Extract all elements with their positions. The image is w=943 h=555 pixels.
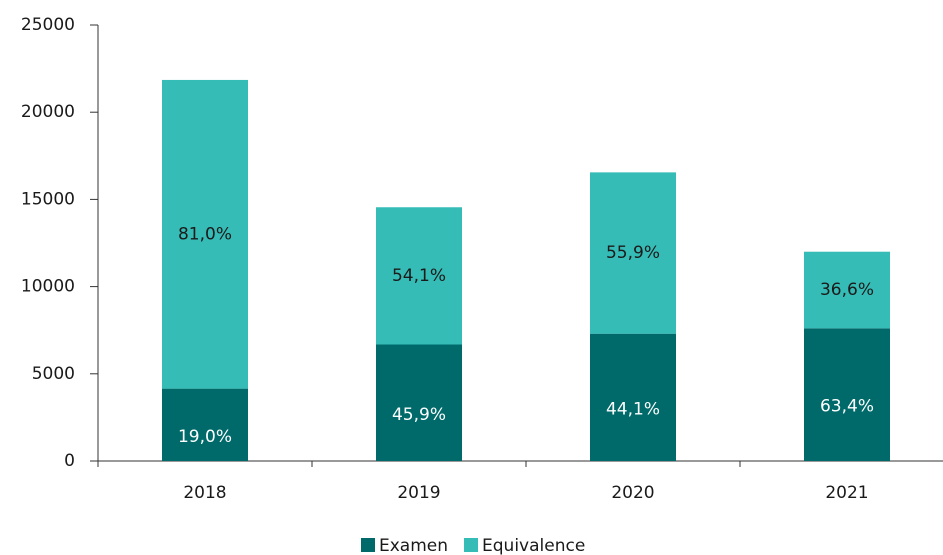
y-tick-label: 0	[64, 451, 75, 471]
bar-segment	[590, 333, 676, 461]
legend-swatch	[464, 538, 479, 552]
share-label: 63,4%	[820, 397, 874, 417]
y-tick-label: 25000	[21, 15, 75, 35]
y-tick-label: 15000	[21, 189, 75, 209]
legend-label: Equivalence	[482, 536, 585, 555]
x-tick-label: 2020	[611, 483, 654, 503]
bar-segment	[162, 388, 248, 461]
share-label: 44,1%	[606, 399, 660, 419]
share-label: 45,9%	[392, 405, 446, 425]
share-label: 81,0%	[178, 224, 232, 244]
bar-segment	[804, 251, 890, 329]
bar-segment	[590, 172, 676, 334]
y-tick-label: 20000	[21, 102, 75, 122]
share-label: 19,0%	[178, 427, 232, 447]
legend-swatch	[361, 538, 375, 552]
x-tick-label: 2018	[183, 483, 226, 503]
y-tick-label: 5000	[32, 364, 75, 384]
share-label: 36,6%	[820, 280, 874, 300]
x-tick-label: 2019	[397, 483, 440, 503]
x-tick-label: 2021	[825, 483, 868, 503]
bar-segment	[376, 344, 462, 461]
bar-segment	[162, 79, 248, 389]
bar-segment	[376, 207, 462, 345]
share-label: 54,1%	[392, 266, 446, 286]
share-label: 55,9%	[606, 243, 660, 263]
bar-segment	[804, 328, 890, 461]
y-tick-label: 10000	[21, 277, 75, 297]
legend-label: Examen	[379, 536, 448, 555]
